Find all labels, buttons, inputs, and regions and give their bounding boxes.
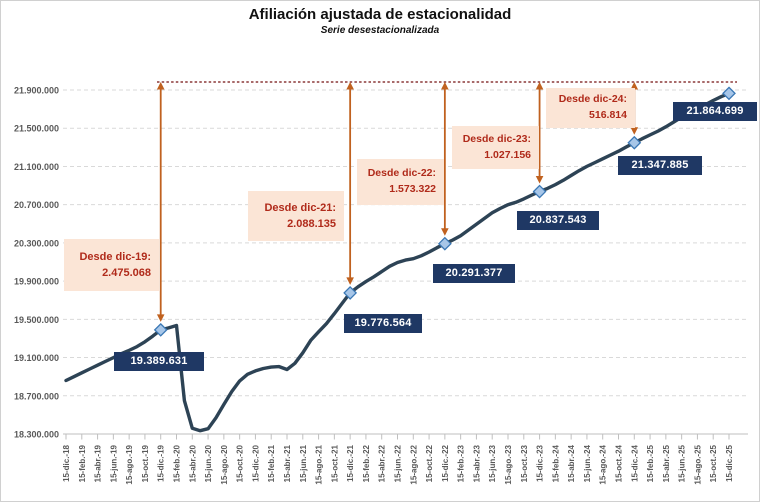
x-axis-tick-label: 15-jun.-20 xyxy=(204,444,213,482)
y-axis-tick-label: 21.100.000 xyxy=(14,162,59,172)
x-axis-tick-label: 15-ago.-23 xyxy=(504,444,513,484)
annotation-desde-dic-22: Desde dic-22: 1.573.322 xyxy=(357,159,444,205)
y-axis-tick-label: 19.900.000 xyxy=(14,277,59,287)
annotation-value: 2.475.068 xyxy=(102,267,151,279)
data-label-dic-24: 21.347.885 xyxy=(618,156,702,175)
annotation-label: Desde dic-24: xyxy=(558,93,627,106)
x-axis-tick-label: 15-abr.-23 xyxy=(472,444,481,482)
x-axis-tick-label: 15-abr.-25 xyxy=(662,444,671,482)
arrowhead-up-icon xyxy=(535,82,544,90)
chart-title: Afiliación ajustada de estacionalidad xyxy=(248,6,512,23)
x-axis-tick-label: 15-feb.-22 xyxy=(362,444,371,482)
x-axis-tick-label: 15-dic.-18 xyxy=(62,444,71,481)
x-axis-tick-label: 15-jun.-21 xyxy=(299,444,308,482)
x-axis-tick-label: 15-abr.-20 xyxy=(188,444,197,482)
annotation-label: Desde dic-19: xyxy=(79,250,151,263)
x-axis-tick-label: 15-abr.-19 xyxy=(94,444,103,482)
x-axis-tick-label: 15-ago.-24 xyxy=(599,444,608,484)
annotation-label: Desde dic-21: xyxy=(264,201,336,214)
x-axis-tick-label: 15-dic.-24 xyxy=(630,444,639,481)
arrowhead-down-icon xyxy=(630,127,639,135)
x-axis-tick-label: 15-feb.-21 xyxy=(267,444,276,482)
y-axis-tick-label: 20.300.000 xyxy=(14,238,59,248)
marker-diamond-dic-21 xyxy=(343,285,358,300)
x-axis-tick-label: 15-feb.-20 xyxy=(173,444,182,482)
annotation-desde-dic-24: Desde dic-24: 516.814 xyxy=(546,88,635,128)
arrowhead-down-icon xyxy=(441,228,449,236)
marker-diamond-dic-23 xyxy=(532,184,547,199)
arrowhead-down-icon xyxy=(346,277,354,285)
annotation-desde-dic-23: Desde dic-23: 1.027.156 xyxy=(452,126,539,169)
chart-subtitle: Serie desestacionalizada xyxy=(320,25,440,36)
x-axis-tick-label: 15-dic.-20 xyxy=(251,444,260,481)
x-axis-tick-label: 15-ago.-25 xyxy=(693,444,702,484)
x-axis-tick-label: 15-oct.-25 xyxy=(709,444,718,482)
arrowhead-up-icon xyxy=(346,82,354,90)
annotation-value: 516.814 xyxy=(589,109,627,121)
annotation-label: Desde dic-22: xyxy=(367,167,436,180)
x-axis-tick-label: 15-feb.-19 xyxy=(78,444,87,482)
x-axis-tick-label: 15-feb.-24 xyxy=(551,444,560,482)
x-axis-tick-label: 15-oct.-21 xyxy=(330,444,339,482)
x-axis-tick-label: 15-oct.-24 xyxy=(615,444,624,482)
series-line xyxy=(64,91,731,433)
y-axis-tick-label: 20.700.000 xyxy=(14,200,59,210)
data-label-dic-25: 21.864.699 xyxy=(673,102,757,121)
data-label-dic-21: 19.776.564 xyxy=(344,314,422,333)
x-axis-tick-label: 15-jun.-22 xyxy=(394,444,403,482)
y-axis-tick-label: 18.700.000 xyxy=(14,391,59,401)
y-axis-tick-label: 21.500.000 xyxy=(14,124,59,134)
y-axis-tick-label: 19.100.000 xyxy=(14,353,59,363)
x-axis-tick-label: 15-dic.-22 xyxy=(441,444,450,481)
x-axis-tick-label: 15-abr.-21 xyxy=(283,444,292,482)
x-axis-tick-label: 15-feb.-25 xyxy=(646,444,655,482)
annotation-value: 2.088.135 xyxy=(287,218,336,230)
x-axis-tick-label: 15-oct.-22 xyxy=(425,444,434,482)
x-axis-tick-label: 15-ago.-20 xyxy=(220,444,229,484)
x-axis-tick-label: 15-ago.-22 xyxy=(409,444,418,484)
arrowhead-up-icon xyxy=(630,82,639,90)
x-axis-tick-label: 15-abr.-24 xyxy=(567,444,576,482)
marker-diamond-dic-22 xyxy=(437,236,452,251)
annotation-value: 1.027.156 xyxy=(484,148,531,161)
x-axis-tick-label: 15-ago.-21 xyxy=(315,444,324,484)
x-axis-tick-label: 15-dic.-21 xyxy=(346,444,355,481)
x-axis-tick-label: 15-jun.-25 xyxy=(678,444,687,482)
annotation-label: Desde dic-23: xyxy=(462,132,531,145)
x-axis-tick-label: 15-dic.-23 xyxy=(536,444,545,481)
x-axis-tick-label: 15-feb.-23 xyxy=(457,444,466,482)
x-axis-tick-label: 15-ago.-19 xyxy=(125,444,134,484)
marker-diamond-dic-19 xyxy=(153,322,168,337)
marker-diamond-dic-25 xyxy=(722,86,736,101)
arrowhead-down-icon xyxy=(156,314,165,322)
x-axis-tick-label: 15-oct.-23 xyxy=(520,444,529,482)
x-axis-tick-label: 15-oct.-19 xyxy=(141,444,150,482)
annotation-desde-dic-19: Desde dic-19: 2.475.068 xyxy=(64,239,159,291)
data-label-dic-22: 20.291.377 xyxy=(433,264,515,283)
arrowhead-up-icon xyxy=(441,82,449,90)
y-axis-tick-label: 21.900.000 xyxy=(14,86,59,96)
marker-diamond-dic-24 xyxy=(627,135,642,150)
data-label-dic-19: 19.389.631 xyxy=(114,352,204,371)
x-axis-tick-label: 15-jun.-23 xyxy=(488,444,497,482)
annotation-desde-dic-21: Desde dic-21: 2.088.135 xyxy=(248,191,344,241)
x-axis-tick-label: 15-jun.-19 xyxy=(109,444,118,482)
x-axis-tick-label: 15-abr.-22 xyxy=(378,444,387,482)
data-label-dic-23: 20.837.543 xyxy=(517,211,599,230)
x-axis-tick-label: 15-jun.-24 xyxy=(583,444,592,482)
x-axis-tick-label: 15-dic.-19 xyxy=(157,444,166,481)
x-axis-tick-label: 15-dic.-25 xyxy=(725,444,734,481)
arrowhead-up-icon xyxy=(156,82,165,90)
annotation-value: 1.573.322 xyxy=(389,183,436,195)
x-axis-tick-label: 15-oct.-20 xyxy=(236,444,245,482)
y-axis-tick-label: 19.500.000 xyxy=(14,315,59,325)
arrowhead-down-icon xyxy=(535,176,544,184)
y-axis-tick-label: 18.300.000 xyxy=(14,430,59,440)
